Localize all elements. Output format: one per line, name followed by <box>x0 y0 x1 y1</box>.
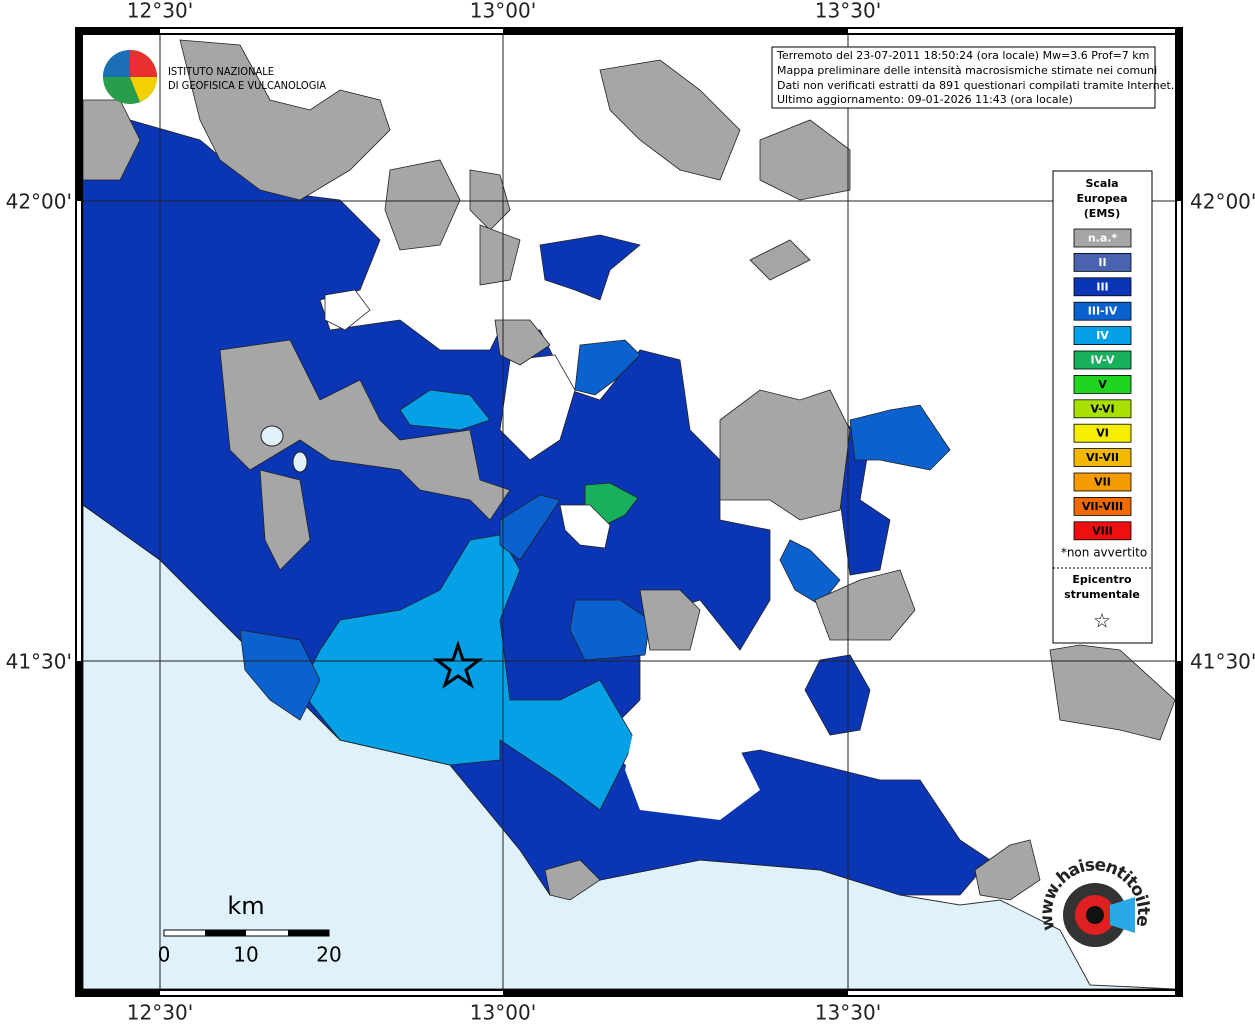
lat-label: 41°30' <box>1190 650 1255 674</box>
legend-label: VI <box>1096 427 1109 440</box>
logo-text: ISTITUTO NAZIONALE <box>168 65 274 78</box>
logo-globe <box>103 50 130 77</box>
info-line: Dati non verificati estratti da 891 ques… <box>777 79 1174 92</box>
info-line: Terremoto del 23-07-2011 18:50:24 (ora l… <box>776 49 1149 62</box>
legend-swatch <box>1073 350 1132 370</box>
legend-swatch <box>1073 521 1132 541</box>
lat-label: 41°30' <box>6 650 72 674</box>
site-logo-disc <box>1086 906 1104 924</box>
region-iii <box>539 234 641 301</box>
region-iii-iv <box>569 599 651 661</box>
legend-swatch <box>1073 374 1132 394</box>
legend: Scala Europea (EMS) *non avvertito Epice… <box>1052 170 1153 644</box>
region-na <box>1049 644 1176 741</box>
legend-label: V-VI <box>1090 402 1114 415</box>
legend-label: V <box>1098 378 1107 391</box>
region-na <box>599 59 741 181</box>
legend-label: IV-V <box>1090 354 1115 367</box>
region-na <box>719 389 851 521</box>
legend-swatch <box>1073 472 1132 492</box>
legend-title: (EMS) <box>1084 207 1120 220</box>
legend-epicenter: Epicentro <box>1072 573 1132 586</box>
region-na <box>179 39 391 201</box>
legend-title: Europea <box>1076 192 1127 205</box>
region-na <box>974 839 1041 901</box>
scale-unit: km <box>227 892 264 920</box>
frame-stripes <box>77 29 1181 995</box>
info-line: Mappa preliminare delle intensità macros… <box>777 64 1157 77</box>
region-blank <box>324 289 371 331</box>
lon-label: 12°30' <box>127 0 193 23</box>
legend-swatch <box>1073 399 1132 419</box>
legend-swatch <box>1073 326 1132 346</box>
scale-bar: km 0 10 20 <box>158 892 342 967</box>
legend-label: III-IV <box>1088 305 1118 318</box>
legend-swatch <box>1073 277 1132 297</box>
lake <box>292 451 308 473</box>
region-na <box>219 339 511 521</box>
region-blank <box>625 700 760 820</box>
region-na <box>469 169 511 231</box>
logo-globe <box>130 77 157 102</box>
lat-label: 42°00' <box>1190 190 1255 214</box>
legend-label: VIII <box>1092 524 1113 537</box>
region-na <box>259 469 311 571</box>
logo-text: DI GEOFISICA E VULCANOLOGIA <box>168 79 326 92</box>
legend-label: IV <box>1096 329 1109 342</box>
region-iii-iv <box>849 404 951 471</box>
region-na <box>544 859 601 901</box>
region-iv <box>399 389 491 431</box>
epicenter-star <box>432 640 484 689</box>
legend-note: *non avvertito <box>1061 546 1147 560</box>
region-na <box>384 159 461 251</box>
legend-swatch <box>1073 423 1132 443</box>
lon-label: 13°00' <box>470 1001 536 1025</box>
legend-swatch <box>1073 496 1132 516</box>
legend-swatch <box>1073 448 1132 468</box>
legend-epicenter-symbol: ☆ <box>1093 609 1111 633</box>
region-na <box>494 319 551 366</box>
legend-swatch <box>1073 301 1132 321</box>
logo-globe <box>130 50 157 77</box>
regions-na <box>82 39 1176 901</box>
legend-swatch <box>1073 252 1132 272</box>
region-iii-iv <box>499 494 561 561</box>
legend-label: VI-VII <box>1086 451 1119 464</box>
scale-segment <box>205 930 246 936</box>
lon-label: 13°00' <box>470 0 536 23</box>
lon-label: 12°30' <box>127 1001 193 1025</box>
ingv-logo: ISTITUTO NAZIONALE DI GEOFISICA E VULCAN… <box>103 50 326 104</box>
legend-label: n.a.* <box>1088 232 1118 245</box>
region-blank <box>559 504 611 549</box>
scale-segment <box>288 930 329 936</box>
site-logo-speaker <box>1110 897 1135 933</box>
lon-label: 13°30' <box>815 0 881 23</box>
scale-label: 20 <box>316 943 341 967</box>
lon-label: 13°30' <box>815 1001 881 1025</box>
legend-epicenter: strumentale <box>1064 588 1140 601</box>
region-na <box>814 569 916 641</box>
lat-label: 42°00' <box>6 190 72 214</box>
legend-label: VII <box>1094 476 1111 489</box>
lake <box>260 425 284 447</box>
scale-label: 10 <box>233 943 258 967</box>
region-na <box>639 589 701 651</box>
region-blank <box>499 354 576 461</box>
scale-label: 0 <box>158 943 171 967</box>
region-iii <box>804 654 871 736</box>
info-line: Ultimo aggiornamento: 09-01-2026 11:43 (… <box>777 93 1073 106</box>
region-na <box>479 224 521 286</box>
info-box <box>771 46 1156 109</box>
graticule <box>83 35 1175 989</box>
legend-label: VII-VIII <box>1082 500 1123 513</box>
legend-title: Scala <box>1085 177 1118 190</box>
region-iii-iv <box>239 629 321 721</box>
legend-label: II <box>1098 256 1106 269</box>
legend-label: III <box>1096 280 1108 293</box>
region-na <box>759 119 851 201</box>
legend-swatch <box>1073 228 1132 248</box>
region-na <box>749 239 811 281</box>
